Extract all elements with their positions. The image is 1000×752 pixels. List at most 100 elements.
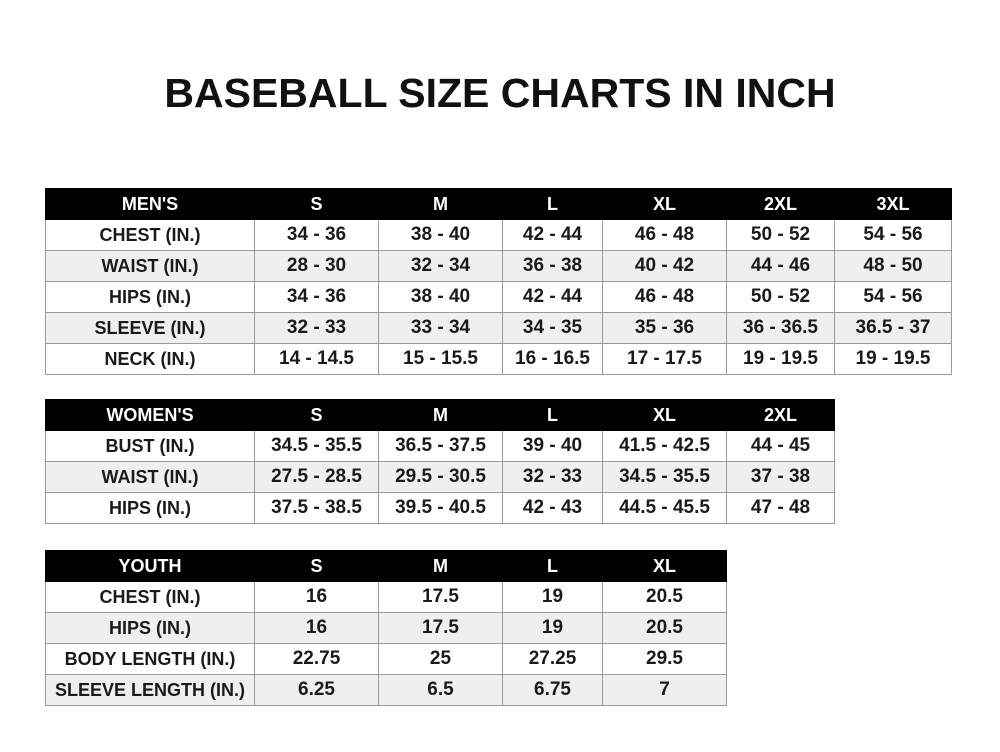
- size-value: 16: [254, 581, 379, 613]
- category-header: WOMEN'S: [45, 399, 255, 431]
- size-value: 44 - 45: [726, 430, 835, 462]
- table-row: SLEEVE LENGTH (IN.) 6.25 6.5 6.75 7: [45, 674, 727, 706]
- measurement-label: SLEEVE LENGTH (IN.): [45, 674, 255, 706]
- size-value: 34 - 36: [254, 281, 379, 313]
- measurement-label: CHEST (IN.): [45, 219, 255, 251]
- size-value: 40 - 42: [602, 250, 727, 282]
- table-row: BODY LENGTH (IN.) 22.75 25 27.25 29.5: [45, 643, 727, 675]
- size-value: 32 - 33: [254, 312, 379, 344]
- size-value: 38 - 40: [378, 219, 503, 251]
- measurement-label: WAIST (IN.): [45, 461, 255, 493]
- size-value: 34 - 36: [254, 219, 379, 251]
- size-value: 37 - 38: [726, 461, 835, 493]
- header-row: YOUTH S M L XL: [45, 550, 727, 582]
- table-row: NECK (IN.) 14 - 14.5 15 - 15.5 16 - 16.5 17 …: [45, 343, 952, 375]
- page-title: BASEBALL SIZE CHARTS IN INCH: [164, 70, 836, 116]
- size-value: 47 - 48: [726, 492, 835, 524]
- size-header: L: [502, 399, 603, 431]
- size-value: 17.5: [378, 581, 503, 613]
- table-row: BUST (IN.) 34.5 - 35.5 36.5 - 37.5 39 - 40 4…: [45, 430, 835, 462]
- size-value: 36 - 38: [502, 250, 603, 282]
- table-row: HIPS (IN.) 34 - 36 38 - 40 42 - 44 46 - 48 50…: [45, 281, 952, 313]
- size-value: 19: [502, 612, 603, 644]
- measurement-label: WAIST (IN.): [45, 250, 255, 282]
- measurement-label: CHEST (IN.): [45, 581, 255, 613]
- size-value: 50 - 52: [726, 281, 835, 313]
- size-value: 42 - 44: [502, 281, 603, 313]
- size-value: 6.25: [254, 674, 379, 706]
- size-value: 20.5: [602, 581, 727, 613]
- size-header: M: [378, 550, 503, 582]
- size-value: 38 - 40: [378, 281, 503, 313]
- size-value: 46 - 48: [602, 219, 727, 251]
- size-value: 36 - 36.5: [726, 312, 835, 344]
- size-header: M: [378, 188, 503, 220]
- size-header: XL: [602, 188, 727, 220]
- size-value: 28 - 30: [254, 250, 379, 282]
- category-header: YOUTH: [45, 550, 255, 582]
- header-row: WOMEN'S S M L XL 2XL: [45, 399, 835, 431]
- size-value: 27.25: [502, 643, 603, 675]
- size-value: 48 - 50: [834, 250, 952, 282]
- size-value: 19 - 19.5: [726, 343, 835, 375]
- table-row: WAIST (IN.) 28 - 30 32 - 34 36 - 38 40 - 42 4…: [45, 250, 952, 282]
- size-value: 46 - 48: [602, 281, 727, 313]
- size-value: 22.75: [254, 643, 379, 675]
- size-value: 36.5 - 37.5: [378, 430, 503, 462]
- size-header: S: [254, 550, 379, 582]
- size-value: 15 - 15.5: [378, 343, 503, 375]
- size-header: S: [254, 188, 379, 220]
- size-value: 17 - 17.5: [602, 343, 727, 375]
- mens-size-table: MEN'S S M L XL 2XL 3XL CHEST (IN.) 34 - 36 38 - 4…: [45, 188, 952, 375]
- size-header: M: [378, 399, 503, 431]
- table-row: HIPS (IN.) 37.5 - 38.5 39.5 - 40.5 42 - 43 4…: [45, 492, 835, 524]
- size-value: 20.5: [602, 612, 727, 644]
- measurement-label: SLEEVE (IN.): [45, 312, 255, 344]
- size-value: 25: [378, 643, 503, 675]
- size-value: 35 - 36: [602, 312, 727, 344]
- size-header: 3XL: [834, 188, 952, 220]
- size-value: 29.5: [602, 643, 727, 675]
- size-value: 32 - 33: [502, 461, 603, 493]
- size-value: 14 - 14.5: [254, 343, 379, 375]
- size-header: L: [502, 188, 603, 220]
- size-value: 37.5 - 38.5: [254, 492, 379, 524]
- measurement-label: BUST (IN.): [45, 430, 255, 462]
- size-value: 6.5: [378, 674, 503, 706]
- youth-size-table: YOUTH S M L XL CHEST (IN.) 16 17.5 19 20.5 HIPS (I…: [45, 550, 727, 706]
- size-value: 36.5 - 37: [834, 312, 952, 344]
- size-value: 34.5 - 35.5: [602, 461, 727, 493]
- category-header: MEN'S: [45, 188, 255, 220]
- measurement-label: HIPS (IN.): [45, 612, 255, 644]
- size-value: 39.5 - 40.5: [378, 492, 503, 524]
- measurement-label: HIPS (IN.): [45, 281, 255, 313]
- size-value: 54 - 56: [834, 219, 952, 251]
- size-value: 6.75: [502, 674, 603, 706]
- size-value: 17.5: [378, 612, 503, 644]
- size-value: 16 - 16.5: [502, 343, 603, 375]
- measurement-label: NECK (IN.): [45, 343, 255, 375]
- size-value: 42 - 44: [502, 219, 603, 251]
- size-header: S: [254, 399, 379, 431]
- size-value: 34 - 35: [502, 312, 603, 344]
- size-value: 54 - 56: [834, 281, 952, 313]
- size-header: L: [502, 550, 603, 582]
- size-header: 2XL: [726, 188, 835, 220]
- size-value: 7: [602, 674, 727, 706]
- size-header: 2XL: [726, 399, 835, 431]
- measurement-label: BODY LENGTH (IN.): [45, 643, 255, 675]
- size-value: 16: [254, 612, 379, 644]
- size-value: 32 - 34: [378, 250, 503, 282]
- table-row: WAIST (IN.) 27.5 - 28.5 29.5 - 30.5 32 - 33…: [45, 461, 835, 493]
- womens-size-table: WOMEN'S S M L XL 2XL BUST (IN.) 34.5 - 35.5 36.5…: [45, 399, 835, 524]
- size-value: 19 - 19.5: [834, 343, 952, 375]
- size-value: 50 - 52: [726, 219, 835, 251]
- size-header: XL: [602, 550, 727, 582]
- size-value: 39 - 40: [502, 430, 603, 462]
- size-value: 19: [502, 581, 603, 613]
- size-header: XL: [602, 399, 727, 431]
- size-value: 44 - 46: [726, 250, 835, 282]
- size-value: 33 - 34: [378, 312, 503, 344]
- table-row: CHEST (IN.) 34 - 36 38 - 40 42 - 44 46 - 48 5…: [45, 219, 952, 251]
- header-row: MEN'S S M L XL 2XL 3XL: [45, 188, 952, 220]
